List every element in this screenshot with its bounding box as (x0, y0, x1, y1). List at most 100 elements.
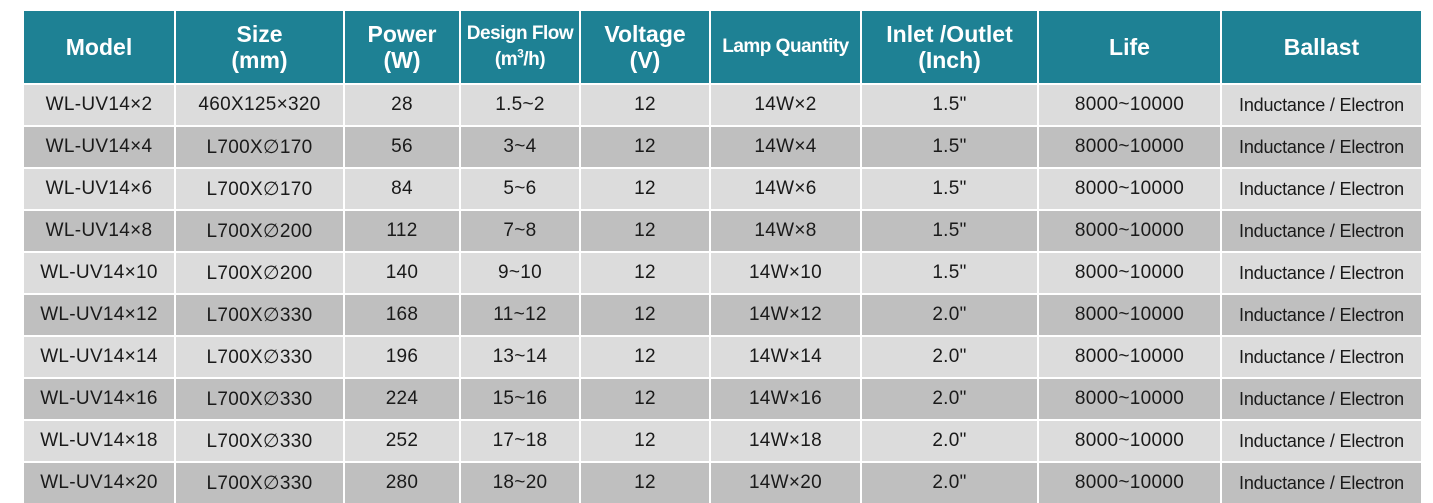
cell-ballast: Inductance / Electron (1221, 377, 1421, 420)
cell-lamp: 14W×10 (710, 251, 862, 294)
cell-size: L700X∅200 (175, 251, 345, 294)
cell-life: 8000~10000 (1038, 167, 1222, 210)
spec-table: Model Size (mm) Power (W) Design Flow (m3/h… (24, 11, 1421, 503)
header-design-flow: Design Flow (m3/h) (460, 11, 581, 84)
cell-flow: 9~10 (460, 251, 581, 294)
cell-voltage: 12 (580, 419, 711, 462)
cell-life: 8000~10000 (1038, 83, 1222, 126)
cell-model: WL-UV14×14 (24, 335, 176, 378)
cell-lamp: 14W×8 (710, 209, 862, 252)
cell-size: L700X∅170 (175, 167, 345, 210)
cell-voltage: 12 (580, 125, 711, 168)
cell-flow: 7~8 (460, 209, 581, 252)
cell-size: L700X∅330 (175, 377, 345, 420)
cell-lamp: 14W×12 (710, 293, 862, 336)
table-row: WL-UV14×14 L700X∅330 196 13~14 12 14W×14 2.0" 8… (24, 335, 1421, 378)
cell-flow: 1.5~2 (460, 83, 581, 126)
header-power: Power (W) (344, 11, 461, 84)
cell-voltage: 12 (580, 461, 711, 503)
cell-inlet: 2.0" (861, 419, 1039, 462)
cell-inlet: 2.0" (861, 461, 1039, 503)
header-row: Model Size (mm) Power (W) Design Flow (m3/h… (24, 11, 1421, 84)
header-life: Life (1038, 11, 1222, 84)
cell-inlet: 1.5" (861, 83, 1039, 126)
header-inlet-outlet: Inlet /Outlet (Inch) (861, 11, 1039, 84)
cell-size: L700X∅200 (175, 209, 345, 252)
cell-power: 196 (344, 335, 461, 378)
cell-flow: 15~16 (460, 377, 581, 420)
cell-voltage: 12 (580, 251, 711, 294)
cell-model: WL-UV14×4 (24, 125, 176, 168)
cell-life: 8000~10000 (1038, 335, 1222, 378)
cell-inlet: 1.5" (861, 209, 1039, 252)
cell-life: 8000~10000 (1038, 293, 1222, 336)
header-ballast: Ballast (1221, 11, 1421, 84)
table-row: WL-UV14×20 L700X∅330 280 18~20 12 14W×20 2.0" 8… (24, 461, 1421, 503)
cell-inlet: 2.0" (861, 335, 1039, 378)
cell-flow: 11~12 (460, 293, 581, 336)
cell-flow: 17~18 (460, 419, 581, 462)
cell-ballast: Inductance / Electron (1221, 167, 1421, 210)
cell-lamp: 14W×20 (710, 461, 862, 503)
cell-voltage: 12 (580, 293, 711, 336)
table-row: WL-UV14×12 L700X∅330 168 11~12 12 14W×12 2.0" 8… (24, 293, 1421, 336)
cell-inlet: 2.0" (861, 377, 1039, 420)
header-model: Model (24, 11, 176, 84)
table-row: WL-UV14×4 L700X∅170 56 3~4 12 14W×4 1.5" 8000~1… (24, 125, 1421, 168)
cell-life: 8000~10000 (1038, 209, 1222, 252)
cell-flow: 3~4 (460, 125, 581, 168)
cell-model: WL-UV14×6 (24, 167, 176, 210)
cell-ballast: Inductance / Electron (1221, 251, 1421, 294)
cell-lamp: 14W×14 (710, 335, 862, 378)
cell-model: WL-UV14×20 (24, 461, 176, 503)
cell-lamp: 14W×16 (710, 377, 862, 420)
table-row: WL-UV14×18 L700X∅330 252 17~18 12 14W×18 2.0" 8… (24, 419, 1421, 462)
cell-inlet: 1.5" (861, 251, 1039, 294)
cell-power: 112 (344, 209, 461, 252)
cell-model: WL-UV14×8 (24, 209, 176, 252)
cell-voltage: 12 (580, 335, 711, 378)
cell-model: WL-UV14×18 (24, 419, 176, 462)
cell-power: 252 (344, 419, 461, 462)
cell-flow: 18~20 (460, 461, 581, 503)
cell-inlet: 1.5" (861, 125, 1039, 168)
cell-size: L700X∅330 (175, 335, 345, 378)
cell-power: 280 (344, 461, 461, 503)
cell-size: L700X∅170 (175, 125, 345, 168)
cell-ballast: Inductance / Electron (1221, 209, 1421, 252)
cell-model: WL-UV14×2 (24, 83, 176, 126)
cell-lamp: 14W×6 (710, 167, 862, 210)
cell-inlet: 2.0" (861, 293, 1039, 336)
cell-life: 8000~10000 (1038, 125, 1222, 168)
cell-size: L700X∅330 (175, 419, 345, 462)
cell-life: 8000~10000 (1038, 461, 1222, 503)
cell-life: 8000~10000 (1038, 251, 1222, 294)
table-row: WL-UV14×8 L700X∅200 112 7~8 12 14W×8 1.5" 8000~… (24, 209, 1421, 252)
cell-lamp: 14W×2 (710, 83, 862, 126)
table-row: WL-UV14×16 L700X∅330 224 15~16 12 14W×16 2.0" 8… (24, 377, 1421, 420)
cell-inlet: 1.5" (861, 167, 1039, 210)
cell-power: 84 (344, 167, 461, 210)
cell-flow: 5~6 (460, 167, 581, 210)
cell-ballast: Inductance / Electron (1221, 461, 1421, 503)
cell-ballast: Inductance / Electron (1221, 335, 1421, 378)
cell-size: 460X125×320 (175, 83, 345, 126)
cell-model: WL-UV14×12 (24, 293, 176, 336)
table-row: WL-UV14×10 L700X∅200 140 9~10 12 14W×10 1.5" 80… (24, 251, 1421, 294)
cell-size: L700X∅330 (175, 461, 345, 503)
table-row: WL-UV14×2 460X125×320 28 1.5~2 12 14W×2 1.5" 80… (24, 83, 1421, 126)
cell-model: WL-UV14×10 (24, 251, 176, 294)
cell-power: 224 (344, 377, 461, 420)
cell-life: 8000~10000 (1038, 419, 1222, 462)
cell-ballast: Inductance / Electron (1221, 293, 1421, 336)
cell-size: L700X∅330 (175, 293, 345, 336)
cell-voltage: 12 (580, 83, 711, 126)
cell-voltage: 12 (580, 167, 711, 210)
cell-power: 56 (344, 125, 461, 168)
cell-ballast: Inductance / Electron (1221, 83, 1421, 126)
cell-flow: 13~14 (460, 335, 581, 378)
cell-power: 168 (344, 293, 461, 336)
cell-ballast: Inductance / Electron (1221, 125, 1421, 168)
cell-lamp: 14W×18 (710, 419, 862, 462)
table-row: WL-UV14×6 L700X∅170 84 5~6 12 14W×6 1.5" 8000~1… (24, 167, 1421, 210)
